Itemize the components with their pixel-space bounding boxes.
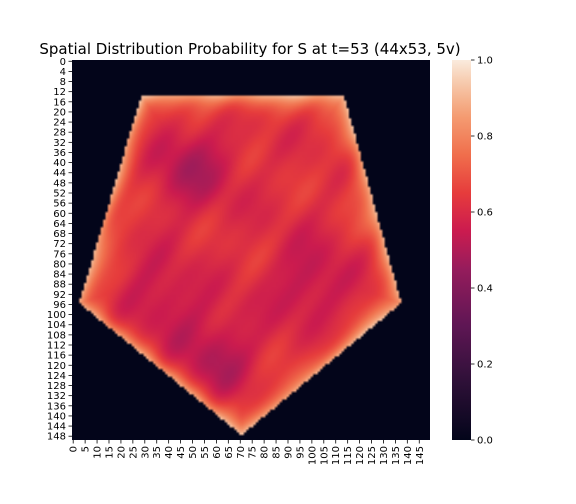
y-tick-label: 52 — [53, 189, 66, 200]
y-tick-label: 44 — [53, 168, 66, 179]
colorbar-gradient — [452, 60, 471, 440]
y-tick-label: 48 — [53, 178, 66, 189]
x-tick-label: 75 — [248, 446, 259, 459]
y-tick-label: 132 — [47, 391, 66, 402]
y-tick-label: 12 — [53, 87, 66, 98]
y-tick-label: 96 — [53, 300, 66, 311]
x-tick-label: 95 — [295, 446, 306, 459]
x-tick-label: 60 — [212, 446, 223, 459]
x-tick-label: 10 — [93, 446, 104, 459]
colorbar-tick-label: 0.0 — [477, 436, 493, 447]
y-tick-label: 56 — [53, 199, 66, 210]
y-tick-label: 128 — [47, 381, 66, 392]
colorbar-tick-label: 0.6 — [477, 208, 493, 219]
y-tick-label: 32 — [53, 138, 66, 149]
x-tick-label: 45 — [176, 446, 187, 459]
y-tick-label: 36 — [53, 148, 66, 159]
x-tick-label: 55 — [200, 446, 211, 459]
y-tick-label: 28 — [53, 128, 66, 139]
colorbar-tick-label: 0.2 — [477, 360, 493, 371]
heatmap-cells — [72, 60, 430, 440]
colorbar-tick-label: 0.4 — [477, 284, 493, 295]
y-tick-label: 64 — [53, 219, 66, 230]
y-tick-label: 16 — [53, 97, 66, 108]
x-tick-label: 110 — [331, 446, 342, 465]
x-tick-label: 135 — [391, 446, 402, 465]
y-tick-label: 112 — [47, 341, 66, 352]
x-tick-label: 0 — [69, 446, 80, 452]
y-tick-label: 24 — [53, 118, 66, 129]
x-tick-label: 130 — [379, 446, 390, 465]
y-tick-label: 20 — [53, 107, 66, 118]
y-tick-label: 120 — [47, 361, 66, 372]
y-tick-label: 60 — [53, 209, 66, 220]
x-tick-label: 85 — [272, 446, 283, 459]
y-tick-label: 8 — [60, 77, 66, 88]
y-tick-label: 104 — [47, 320, 66, 331]
y-tick-label: 144 — [47, 422, 66, 433]
x-tick-label: 50 — [188, 446, 199, 459]
x-tick-label: 120 — [355, 446, 366, 465]
colorbar-ticks: 0.0 0.2 0.4 0.6 0.8 1.0 — [471, 56, 493, 447]
y-tick-label: 100 — [47, 310, 66, 321]
y-tick-label: 72 — [53, 239, 66, 250]
colorbar-tick-label: 1.0 — [477, 56, 493, 67]
y-tick-label: 0 — [60, 57, 66, 68]
x-tick-label: 145 — [415, 446, 426, 465]
y-tick-label: 40 — [53, 158, 66, 169]
x-tick-label: 80 — [260, 446, 271, 459]
y-tick-label: 76 — [53, 249, 66, 260]
x-tick-label: 65 — [224, 446, 235, 459]
x-tick-label: 30 — [140, 446, 151, 459]
chart-title: Spatial Distribution Probability for S a… — [39, 40, 460, 58]
x-tick-label: 25 — [128, 446, 139, 459]
x-tick-label: 35 — [152, 446, 163, 459]
y-tick-label: 136 — [47, 401, 66, 412]
x-tick-label: 105 — [319, 446, 330, 465]
x-tick-label: 90 — [283, 446, 294, 459]
y-axis: 0481216202428323640444852566064687276808… — [47, 57, 72, 443]
x-tick-label: 115 — [343, 446, 354, 465]
x-tick-label: 100 — [307, 446, 318, 465]
y-tick-label: 80 — [53, 259, 66, 270]
y-tick-label: 116 — [47, 351, 66, 362]
y-tick-label: 84 — [53, 270, 66, 281]
y-tick-label: 140 — [47, 411, 66, 422]
y-tick-label: 68 — [53, 229, 66, 240]
y-tick-label: 108 — [47, 330, 66, 341]
x-tick-label: 15 — [104, 446, 115, 459]
y-tick-label: 148 — [47, 432, 66, 443]
colorbar-tick-label: 0.8 — [477, 132, 493, 143]
x-tick-label: 70 — [236, 446, 247, 459]
heatmap-plot — [72, 60, 430, 440]
y-tick-label: 4 — [60, 67, 66, 78]
x-tick-label: 140 — [403, 446, 414, 465]
x-tick-label: 125 — [367, 446, 378, 465]
y-tick-label: 88 — [53, 280, 66, 291]
colorbar: 0.0 0.2 0.4 0.6 0.8 1.0 — [452, 56, 493, 447]
x-tick-label: 5 — [81, 446, 92, 452]
x-tick-label: 20 — [116, 446, 127, 459]
x-axis: 0 5 10 15 20 25 30 35 40 45 50 55 60 65 70 75 80 85 90 95 10… — [69, 440, 426, 465]
y-tick-label: 92 — [53, 290, 66, 301]
y-tick-label: 124 — [47, 371, 66, 382]
x-tick-label: 40 — [164, 446, 175, 459]
